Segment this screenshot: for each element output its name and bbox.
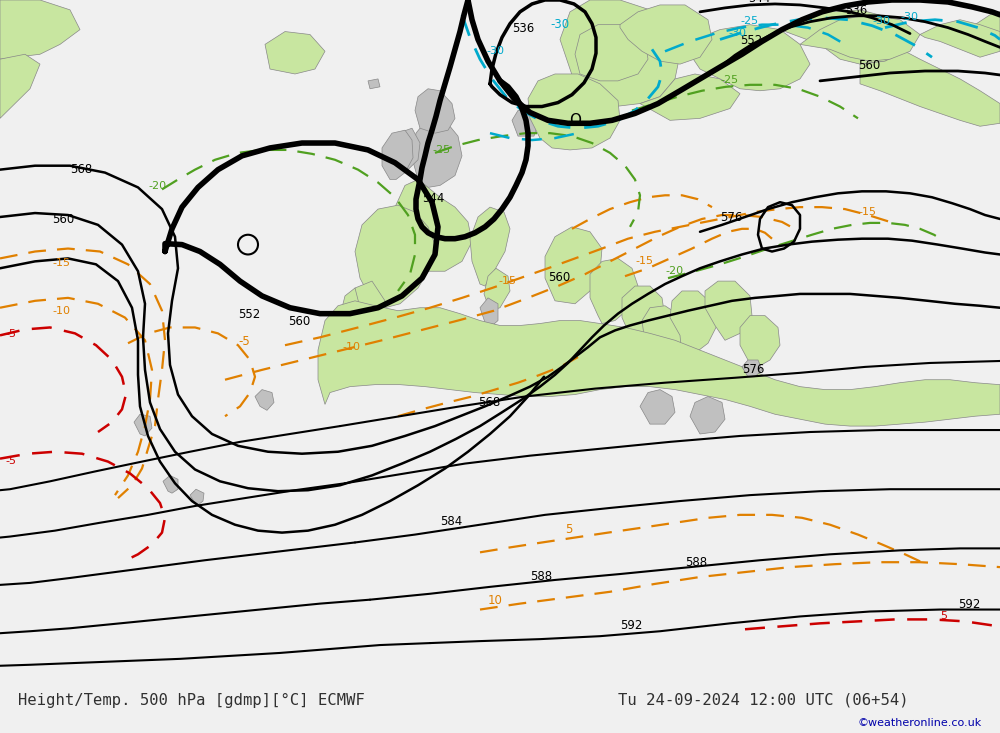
Text: -5: -5 bbox=[5, 456, 16, 465]
Polygon shape bbox=[640, 390, 675, 424]
Polygon shape bbox=[622, 286, 665, 343]
Text: -25: -25 bbox=[432, 145, 450, 155]
Polygon shape bbox=[512, 111, 538, 136]
Polygon shape bbox=[340, 288, 372, 343]
Text: -30: -30 bbox=[550, 18, 569, 31]
Text: 592: 592 bbox=[620, 619, 642, 633]
Polygon shape bbox=[470, 207, 510, 286]
Text: 576: 576 bbox=[742, 363, 764, 376]
Text: 560: 560 bbox=[288, 315, 310, 328]
Text: -10: -10 bbox=[342, 342, 360, 352]
Text: -15: -15 bbox=[858, 207, 876, 217]
Polygon shape bbox=[620, 5, 712, 64]
Polygon shape bbox=[680, 25, 810, 91]
Polygon shape bbox=[190, 489, 204, 505]
Polygon shape bbox=[484, 323, 502, 347]
Text: 544: 544 bbox=[748, 0, 770, 5]
Text: Tu 24-09-2024 12:00 UTC (06+54): Tu 24-09-2024 12:00 UTC (06+54) bbox=[618, 693, 909, 707]
Polygon shape bbox=[742, 360, 762, 377]
Text: 592: 592 bbox=[958, 597, 980, 611]
Polygon shape bbox=[640, 74, 740, 120]
Polygon shape bbox=[545, 226, 602, 303]
Polygon shape bbox=[350, 281, 385, 334]
Polygon shape bbox=[642, 306, 685, 367]
Polygon shape bbox=[382, 130, 413, 180]
Polygon shape bbox=[318, 301, 1000, 426]
Polygon shape bbox=[705, 281, 752, 340]
Text: O: O bbox=[569, 113, 581, 128]
Polygon shape bbox=[0, 54, 40, 118]
Text: -15: -15 bbox=[635, 257, 653, 266]
Text: 560: 560 bbox=[548, 271, 570, 284]
Polygon shape bbox=[265, 32, 325, 74]
Polygon shape bbox=[484, 268, 510, 311]
Polygon shape bbox=[412, 118, 462, 188]
Text: 544: 544 bbox=[422, 192, 444, 205]
Text: 576: 576 bbox=[720, 211, 742, 224]
Text: 584: 584 bbox=[440, 515, 462, 528]
Polygon shape bbox=[355, 205, 435, 308]
Text: -10: -10 bbox=[52, 306, 70, 316]
Text: 568: 568 bbox=[70, 163, 92, 176]
Polygon shape bbox=[480, 298, 498, 328]
Polygon shape bbox=[134, 414, 152, 436]
Text: -20: -20 bbox=[665, 266, 683, 276]
Polygon shape bbox=[960, 12, 1000, 49]
Text: 5: 5 bbox=[940, 611, 947, 622]
Polygon shape bbox=[393, 128, 420, 169]
Text: -30: -30 bbox=[900, 12, 918, 22]
Text: 5: 5 bbox=[565, 523, 572, 536]
Polygon shape bbox=[415, 89, 455, 133]
Text: -30: -30 bbox=[728, 28, 746, 37]
Text: -25: -25 bbox=[740, 15, 758, 26]
Polygon shape bbox=[800, 15, 920, 61]
Polygon shape bbox=[690, 397, 725, 434]
Text: 560: 560 bbox=[858, 59, 880, 72]
Polygon shape bbox=[0, 0, 80, 59]
Text: 536: 536 bbox=[512, 21, 534, 34]
Text: 588: 588 bbox=[530, 570, 552, 583]
Text: -25: -25 bbox=[720, 75, 738, 85]
Polygon shape bbox=[740, 316, 780, 367]
Polygon shape bbox=[255, 390, 274, 410]
Polygon shape bbox=[860, 51, 1000, 126]
Polygon shape bbox=[670, 291, 718, 357]
Polygon shape bbox=[780, 10, 910, 64]
Text: 552: 552 bbox=[740, 34, 762, 48]
Text: 552: 552 bbox=[238, 308, 260, 320]
Text: -20: -20 bbox=[148, 181, 166, 191]
Text: 588: 588 bbox=[685, 556, 707, 569]
Text: -15: -15 bbox=[52, 258, 70, 268]
Text: -15: -15 bbox=[498, 276, 516, 286]
Text: 10: 10 bbox=[488, 594, 503, 607]
Text: -30: -30 bbox=[872, 15, 890, 26]
Polygon shape bbox=[395, 180, 472, 271]
Polygon shape bbox=[528, 74, 620, 150]
Polygon shape bbox=[560, 0, 680, 106]
Polygon shape bbox=[920, 20, 1000, 57]
Text: -5: -5 bbox=[5, 329, 16, 339]
Polygon shape bbox=[575, 25, 648, 81]
Polygon shape bbox=[163, 476, 178, 493]
Text: 560: 560 bbox=[52, 213, 74, 226]
Polygon shape bbox=[368, 79, 380, 89]
Polygon shape bbox=[590, 259, 638, 323]
Text: ©weatheronline.co.uk: ©weatheronline.co.uk bbox=[858, 718, 982, 728]
Text: 536: 536 bbox=[845, 4, 867, 17]
Text: Height/Temp. 500 hPa [gdmp][°C] ECMWF: Height/Temp. 500 hPa [gdmp][°C] ECMWF bbox=[18, 693, 365, 707]
Text: -5: -5 bbox=[238, 335, 250, 348]
Text: 568: 568 bbox=[478, 397, 500, 409]
Text: -30: -30 bbox=[486, 46, 504, 56]
